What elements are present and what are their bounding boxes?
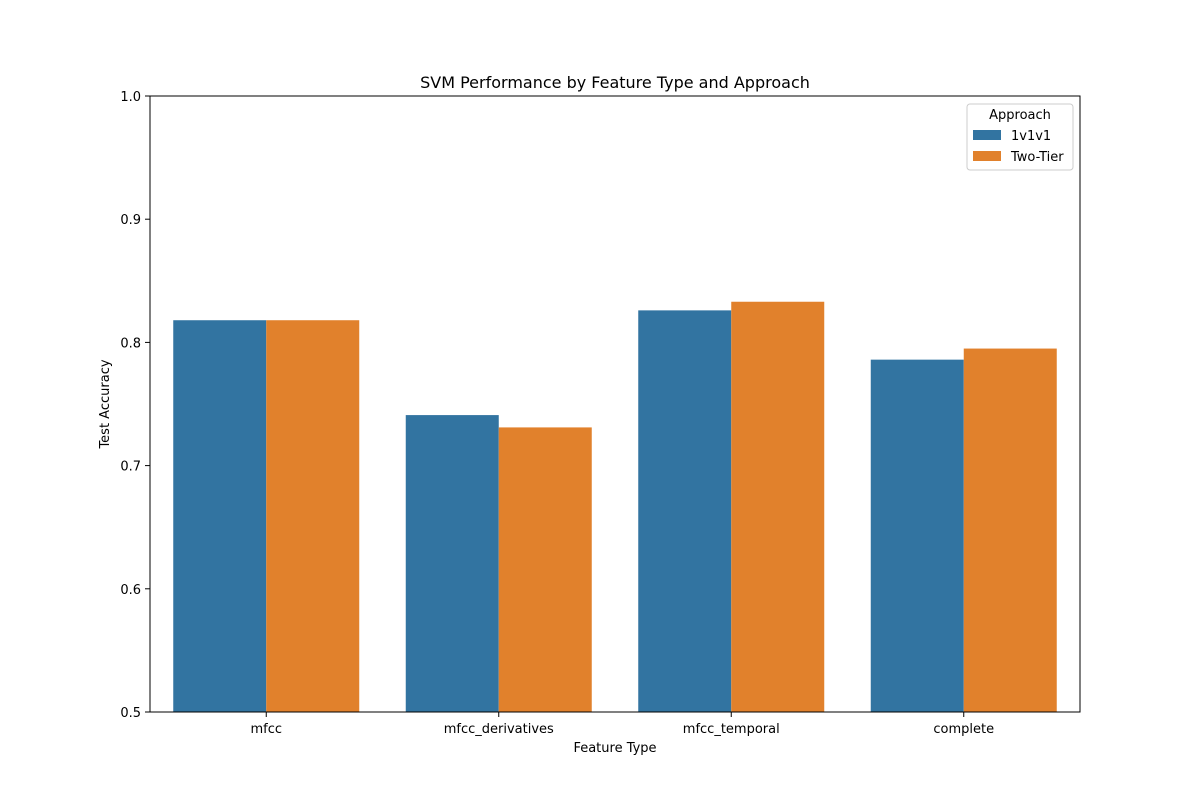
bar-complete-1v1v1 <box>870 359 964 712</box>
y-tick-label: 0.9 <box>120 213 141 228</box>
bar-complete-Two-Tier <box>963 348 1057 712</box>
legend-label: Two-Tier <box>1010 150 1064 165</box>
bar-mfcc_temporal-1v1v1 <box>638 310 732 712</box>
x-tick-label: complete <box>933 722 994 737</box>
bar-mfcc_temporal-Two-Tier <box>731 301 825 712</box>
bar-mfcc_derivatives-1v1v1 <box>405 415 499 712</box>
x-tick-label: mfcc_derivatives <box>444 722 554 737</box>
bar-mfcc-1v1v1 <box>173 320 267 712</box>
y-axis-label: Test Accuracy <box>98 359 113 449</box>
x-axis-label: Feature Type <box>573 741 656 756</box>
y-tick-label: 0.7 <box>120 460 141 475</box>
legend-swatch <box>973 151 1001 161</box>
legend: Approach 1v1v1 Two-Tier <box>966 103 1074 171</box>
bar-mfcc-Two-Tier <box>266 320 360 712</box>
y-tick-label: 1.0 <box>120 90 141 105</box>
x-tick-label: mfcc_temporal <box>683 722 780 737</box>
chart-title: SVM Performance by Feature Type and Appr… <box>420 73 810 92</box>
bar-mfcc_derivatives-Two-Tier <box>498 427 592 712</box>
legend-title: Approach <box>989 108 1051 123</box>
bars <box>173 301 1057 712</box>
plot-frame <box>149 95 1081 713</box>
y-axis-ticks: 0.5 0.6 0.7 0.8 0.9 1.0 <box>120 90 150 721</box>
y-tick-label: 0.6 <box>120 583 141 598</box>
x-tick-label: mfcc <box>250 722 282 737</box>
y-tick-label: 0.8 <box>120 336 141 351</box>
legend-label: 1v1v1 <box>1011 129 1051 144</box>
x-axis-ticks: mfcc mfcc_derivatives mfcc_temporal complet… <box>250 712 994 737</box>
y-tick-label: 0.5 <box>120 706 141 721</box>
legend-swatch <box>973 130 1001 140</box>
